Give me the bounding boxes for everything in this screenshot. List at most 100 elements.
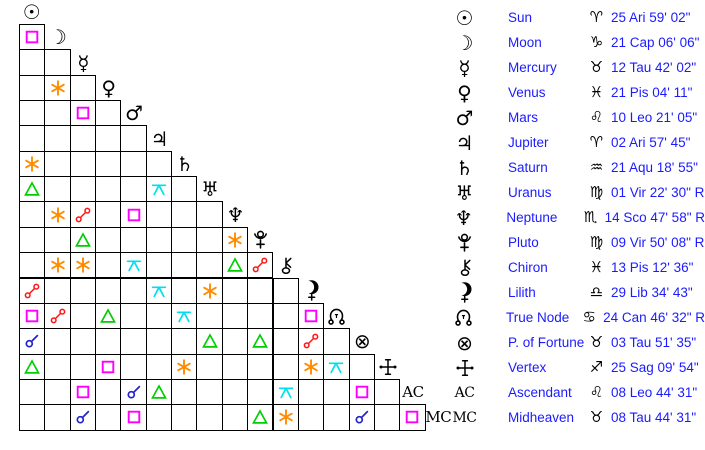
neptune-icon: ♆	[454, 205, 473, 230]
aspect-cell-r15c6	[145, 378, 173, 406]
legend-row-ac: AC Ascendant ♌ 08 Leo 44' 31"	[448, 380, 705, 405]
aquarius-sign-icon: ♒	[589, 158, 604, 176]
aspect-cell-r13c1	[19, 328, 46, 355]
aspect-cell-r12c11	[272, 302, 299, 330]
taurus-sign-icon: ♉	[589, 408, 604, 426]
body-position: 08 Tau 44' 31"	[611, 410, 697, 425]
aspect-cell-r3c2	[44, 74, 71, 102]
aspect-cell-r7c3	[69, 176, 97, 203]
aspect-cell-r9c7	[171, 226, 198, 254]
chiron-icon	[448, 257, 481, 278]
body-name: Mercury	[508, 60, 557, 75]
grid-header-sun: ☉	[22, 0, 41, 24]
mars-icon: ♂	[125, 101, 144, 126]
aspect-cell-r16c2	[44, 404, 71, 431]
taurus-sign-icon: ♉	[589, 58, 604, 76]
sextile-aspect-icon	[202, 282, 217, 299]
body-name: Mars	[508, 110, 538, 125]
aspect-cell-r3c3	[69, 74, 97, 102]
square-aspect-icon	[127, 208, 140, 221]
body-name: Vertex	[508, 360, 547, 375]
aspect-cell-r16c3	[69, 404, 97, 431]
aspect-cell-r8c3	[69, 201, 97, 228]
conjunction-aspect-icon	[25, 335, 39, 348]
sextile-aspect-icon	[278, 409, 293, 426]
aspect-cell-r15c10	[247, 378, 274, 406]
trine-aspect-icon	[252, 409, 269, 425]
square-aspect-icon	[304, 309, 318, 323]
legend-row-saturn: ♄ Saturn ♒ 21 Aqu 18' 55"	[448, 155, 705, 180]
opposition-aspect-icon	[50, 308, 65, 324]
aspect-cell-r10c10	[247, 252, 274, 279]
aspect-cell-r11c4	[95, 277, 122, 304]
aspect-cell-r12c4	[95, 302, 122, 330]
aspect-cell-r6c6	[145, 150, 173, 178]
aspect-cell-r15c12	[297, 378, 325, 406]
body-name: Jupiter	[508, 135, 549, 150]
aspect-cell-r9c8	[196, 226, 223, 254]
aspect-cell-r12c9	[221, 302, 249, 330]
aspect-cell-r16c10	[247, 404, 274, 431]
aspect-cell-r3c1	[19, 74, 46, 102]
square-aspect-icon	[25, 309, 39, 323]
aspect-cell-r7c1	[19, 176, 46, 203]
quincunx-aspect-icon	[151, 184, 167, 196]
legend-row-venus: ♀ Venus ♓ 21 Pis 04' 11"	[448, 80, 705, 105]
legend-row-moon: ☽ Moon ♑ 21 Cap 06' 06"	[448, 30, 705, 55]
legend-row-mercury: ☿ Mercury ♉ 12 Tau 42' 02"	[448, 55, 705, 80]
legend-row-mc: MC Midheaven ♉ 08 Tau 44' 31"	[448, 405, 705, 430]
aspect-cell-r14c11	[272, 353, 299, 380]
sagittarius-sign-icon: ♐	[589, 358, 604, 376]
aries-sign-icon: ♈	[589, 8, 604, 26]
sextile-aspect-icon	[50, 80, 65, 96]
aspect-cell-r14c6	[145, 353, 173, 380]
body-name: P. of Fortune	[508, 335, 585, 350]
square-aspect-icon	[76, 106, 90, 120]
libra-sign-icon: ♎	[589, 283, 604, 301]
aspect-cell-r10c2	[44, 252, 71, 279]
mars-icon: ♂	[455, 105, 474, 130]
mercury-icon: ☿	[77, 50, 90, 75]
aspect-cell-r13c12	[297, 328, 325, 355]
body-position: 25 Ari 59' 02"	[611, 10, 691, 25]
aspect-cell-r9c1	[19, 226, 46, 254]
pluto-icon	[448, 232, 481, 253]
aspect-cell-r16c5	[120, 404, 147, 431]
aspect-cell-r12c5	[120, 302, 147, 330]
aspect-cell-r10c3	[69, 252, 97, 279]
body-name: Midheaven	[508, 410, 575, 425]
legend-row-sun: ☉ Sun ♈ 25 Ari 59' 02"	[448, 5, 705, 30]
body-name: Uranus	[508, 185, 552, 200]
aspect-cell-r15c11	[272, 378, 299, 406]
aspect-cell-r16c16	[399, 404, 426, 431]
body-position: 09 Vir 50' 08" R	[611, 235, 705, 250]
aspect-cell-r8c7	[171, 201, 198, 228]
mercury-icon: ☿	[458, 55, 471, 80]
aspect-cell-r13c10	[247, 328, 274, 355]
conjunction-aspect-icon	[127, 385, 140, 399]
sextile-aspect-icon	[177, 358, 192, 375]
body-name: Pluto	[508, 235, 539, 250]
aspect-cell-r7c2	[44, 176, 71, 203]
aspect-cell-r15c1	[19, 378, 46, 406]
body-name: Saturn	[508, 160, 548, 175]
quincunx-aspect-icon	[329, 362, 344, 374]
opposition-aspect-icon	[24, 283, 40, 299]
body-position: 12 Tau 42' 02"	[611, 60, 697, 75]
aspect-cell-r16c7	[171, 404, 198, 431]
aspect-cell-r5c4	[95, 125, 122, 152]
aspect-cell-r11c8	[196, 277, 223, 304]
aspect-cell-r9c3	[69, 226, 97, 254]
aspect-cell-r13c6	[145, 328, 173, 355]
aspect-cell-r2c1	[19, 49, 46, 76]
legend-row-jupiter: ♃ Jupiter ♈ 02 Ari 57' 45"	[448, 130, 705, 155]
lilith-icon	[298, 278, 325, 304]
vertex-icon	[374, 354, 401, 380]
ac-icon: AC	[399, 379, 426, 405]
body-name: True Node	[506, 310, 570, 325]
aspect-cell-r10c9	[221, 252, 249, 279]
aspect-cell-r8c4	[95, 201, 122, 228]
aspect-cell-r6c4	[95, 150, 122, 178]
scorpio-sign-icon: ♏	[583, 208, 598, 226]
ac-icon: AC	[448, 386, 481, 400]
